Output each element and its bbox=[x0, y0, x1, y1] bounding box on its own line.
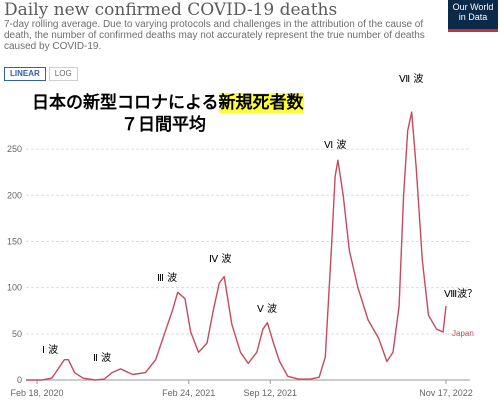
annotation-title: 日本の新型コロナによる新規死者数 bbox=[32, 88, 304, 113]
x-tick-label-3: Nov 17, 2022 bbox=[419, 388, 473, 398]
chart-title: Daily new confirmed COVID-19 deaths bbox=[4, 0, 338, 20]
y-tick-label-1: 50 bbox=[12, 329, 22, 339]
annotation-subtitle: ７日間平均 bbox=[121, 115, 206, 135]
wave-label-4: Ⅳ 波 bbox=[209, 254, 232, 265]
chart-subtitle: 7-day rolling average. Due to varying pr… bbox=[4, 19, 425, 52]
x-tick-label-2: Sep 12, 2021 bbox=[243, 388, 297, 398]
x-tick-label-1: Feb 24, 2021 bbox=[162, 388, 215, 398]
x-tick-label-0: Feb 18, 2020 bbox=[10, 388, 63, 398]
wave-label-6: Ⅵ 波 bbox=[324, 140, 347, 151]
wave-label-5: Ⅴ 波 bbox=[257, 304, 278, 315]
wave-label-8: Ⅷ波？ bbox=[444, 289, 478, 300]
series-label-japan: Japan bbox=[452, 329, 474, 338]
scale-toggle: LINEAR LOG bbox=[4, 67, 78, 81]
owid-logo[interactable]: Our World in Data bbox=[448, 0, 498, 32]
wave-label-2: Ⅱ 波 bbox=[93, 353, 112, 364]
logo-accent-bar bbox=[448, 29, 498, 32]
logo-line-2: in Data bbox=[458, 12, 488, 22]
log-scale-button[interactable]: LOG bbox=[48, 67, 78, 81]
y-tick-label-4: 200 bbox=[7, 190, 22, 200]
wave-label-3: Ⅲ 波 bbox=[157, 273, 178, 284]
logo-line-1: Our World bbox=[452, 2, 494, 12]
y-tick-label-5: 250 bbox=[7, 144, 22, 154]
wave-label-7: Ⅶ 波 bbox=[399, 74, 424, 85]
y-tick-label-3: 150 bbox=[7, 236, 22, 246]
linear-scale-button[interactable]: LINEAR bbox=[4, 67, 46, 81]
y-tick-label-2: 100 bbox=[7, 283, 22, 293]
annotation-title-prefix: 日本の新型コロナによる bbox=[32, 93, 219, 113]
annotation-title-highlight: 新規死者数 bbox=[218, 93, 304, 113]
series-line-japan bbox=[26, 111, 447, 381]
wave-label-1: Ⅰ 波 bbox=[42, 345, 59, 356]
y-tick-label-0: 0 bbox=[17, 375, 22, 385]
